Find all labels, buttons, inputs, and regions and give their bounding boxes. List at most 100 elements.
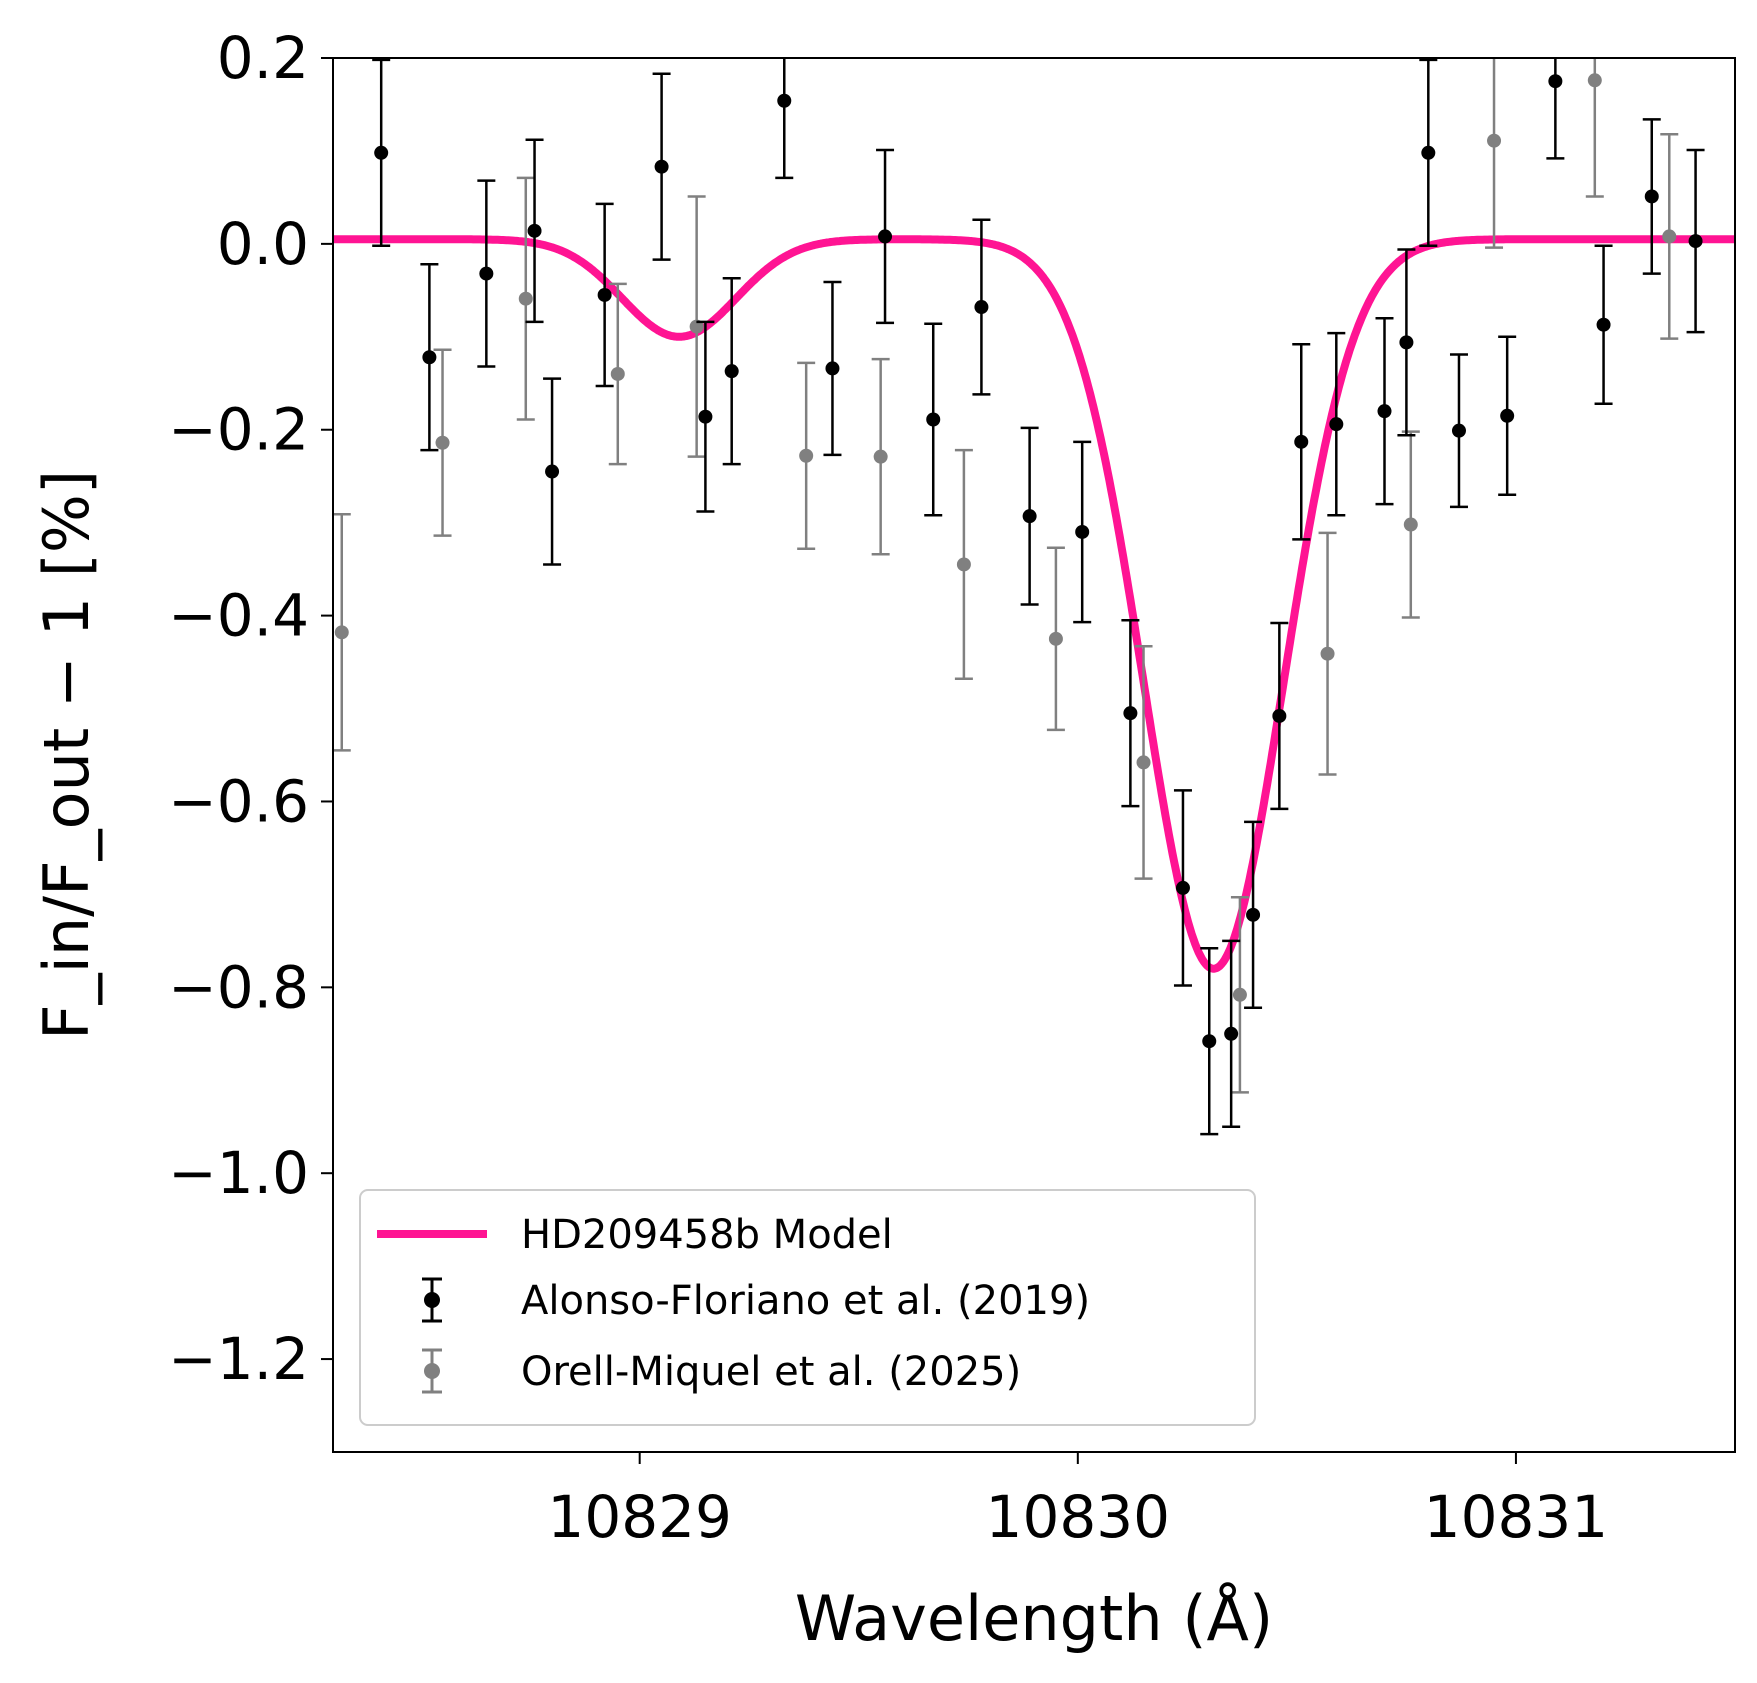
point-marker [1399, 335, 1414, 350]
data-point [1498, 335, 1517, 497]
y-tick-label: −0.4 [168, 582, 309, 650]
y-tick-label: −0.8 [168, 953, 309, 1021]
point-marker [654, 159, 669, 174]
point-marker [545, 464, 560, 479]
data-point [775, 58, 794, 180]
data-point [1222, 939, 1241, 1128]
data-point [1375, 316, 1394, 506]
point-marker [479, 266, 494, 281]
legend-alonso-marker [422, 1277, 442, 1323]
legend-orell-label: Orell-Miquel et al. (2025) [521, 1349, 1021, 1395]
data-point [696, 320, 715, 513]
point-marker [374, 145, 389, 160]
model-curve [333, 235, 1735, 973]
data-point [595, 202, 614, 388]
point-marker [422, 350, 437, 365]
point-marker [435, 435, 450, 450]
point-marker [1421, 145, 1436, 160]
point-marker [825, 361, 840, 376]
data-point [1121, 618, 1140, 808]
data-point [1660, 132, 1679, 340]
data-point [543, 377, 562, 566]
point-marker [610, 366, 625, 381]
data-point [1485, 58, 1504, 249]
series-1 [333, 58, 1679, 1094]
data-point [433, 348, 452, 537]
point-marker [1329, 417, 1344, 432]
y-tick-label: −0.2 [168, 396, 309, 464]
point-marker [527, 223, 542, 238]
point-marker [1136, 755, 1151, 770]
point-marker [1587, 73, 1602, 88]
legend: HD209458b Model Alonso-Floriano et al. (… [359, 1189, 1256, 1426]
data-point [1401, 430, 1420, 619]
x-tick-label: 10829 [547, 1483, 732, 1551]
data-point [1686, 148, 1705, 334]
point-marker [878, 229, 893, 244]
y-tick-label: 0.0 [217, 210, 309, 278]
data-point [1594, 244, 1613, 405]
legend-model-label: HD209458b Model [521, 1212, 893, 1258]
data-point [652, 72, 671, 261]
legend-orell-marker [422, 1348, 442, 1394]
data-point [1200, 947, 1219, 1136]
point-marker [1644, 189, 1659, 204]
data-series-layer [333, 58, 1705, 1136]
data-point [1134, 645, 1153, 880]
point-marker [1048, 631, 1063, 646]
data-point [1073, 440, 1092, 624]
point-marker [518, 291, 533, 306]
point-marker [873, 449, 888, 464]
y-tick-label: −1.2 [168, 1325, 309, 1393]
data-point [525, 138, 544, 324]
data-point [516, 176, 535, 421]
point-marker [1022, 509, 1037, 524]
data-point [608, 282, 627, 466]
data-point [1046, 546, 1065, 732]
data-point [871, 357, 890, 556]
point-marker [1320, 646, 1335, 661]
plot-frame [332, 57, 1736, 1453]
data-point [823, 280, 842, 457]
data-point [722, 277, 741, 466]
series-0 [372, 58, 1705, 1136]
x-axis-ticks: 10829 10830 10831 [547, 1452, 1608, 1551]
point-marker [926, 412, 941, 427]
data-point [372, 58, 391, 247]
point-marker [597, 287, 612, 302]
point-marker [1123, 706, 1138, 721]
x-tick-label: 10831 [1424, 1483, 1609, 1551]
data-point [1419, 58, 1438, 247]
data-point [797, 361, 816, 550]
y-axis-label: F_in/F_out − 1 [%] [30, 470, 103, 1040]
data-point [1270, 621, 1289, 811]
point-marker [1487, 133, 1502, 148]
point-marker [1662, 229, 1677, 244]
point-marker [334, 625, 349, 640]
point-marker [974, 300, 989, 315]
point-marker [1272, 708, 1287, 723]
data-point [1318, 531, 1337, 776]
data-point [1230, 895, 1249, 1094]
data-point [1020, 426, 1039, 606]
point-marker [1548, 74, 1563, 89]
y-tick-label: −1.0 [168, 1139, 309, 1207]
data-point [1546, 58, 1565, 160]
plot-content [333, 58, 1735, 1136]
point-marker [1175, 880, 1190, 895]
point-marker [724, 364, 739, 379]
point-marker [1246, 907, 1261, 922]
data-point [1327, 331, 1346, 517]
data-point [1449, 353, 1468, 509]
point-marker [1403, 517, 1418, 532]
data-point [1292, 342, 1311, 541]
point-marker [1232, 987, 1247, 1002]
y-axis-ticks: 0.2 0.0 −0.2 −0.4 −0.6 −0.8 −1.0 −1.2 [168, 24, 333, 1393]
data-point [1397, 248, 1416, 437]
data-point [477, 179, 496, 368]
point-marker [799, 448, 814, 463]
point-marker [1377, 404, 1392, 419]
point-marker [1451, 423, 1466, 438]
y-tick-label: −0.6 [168, 767, 309, 835]
